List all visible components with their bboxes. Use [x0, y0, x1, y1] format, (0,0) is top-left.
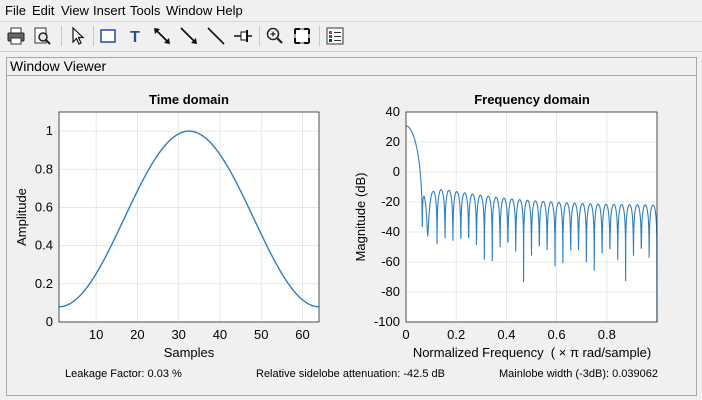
- zoom-in-icon: [266, 27, 283, 44]
- pointer-icon: [72, 26, 85, 45]
- menu-view[interactable]: View: [61, 3, 89, 18]
- menu-help[interactable]: Help: [216, 3, 243, 18]
- y-tick-label: 0.8: [35, 161, 53, 176]
- x-tick-label: 20: [130, 327, 144, 342]
- print-preview-icon: [34, 27, 51, 45]
- pin-icon: [234, 30, 252, 42]
- select-pointer-button[interactable]: [66, 25, 88, 47]
- print-button[interactable]: [5, 25, 27, 47]
- leakage-factor-text: Leakage Factor: 0.03 %: [65, 368, 182, 380]
- menu-edit[interactable]: Edit: [32, 3, 55, 18]
- x-tick-label: 60: [295, 327, 309, 342]
- menu-insert[interactable]: Insert: [93, 3, 126, 18]
- legend-icon: [326, 27, 344, 45]
- printer-icon: [7, 27, 25, 45]
- time-domain-series-line: [58, 130, 320, 308]
- full-view-icon: [294, 28, 310, 44]
- y-tick-label: 0.6: [35, 199, 53, 214]
- y-tick-label: 0.2: [35, 276, 53, 291]
- toolbar: T: [0, 22, 702, 52]
- print-preview-button[interactable]: [31, 25, 53, 47]
- x-tick-label: 50: [254, 327, 268, 342]
- legend-button[interactable]: [324, 25, 346, 47]
- time-domain-title: Time domain: [149, 92, 229, 107]
- y-tick-label: 0: [46, 314, 53, 329]
- menu-window[interactable]: Window: [166, 3, 213, 18]
- time-domain-xlabel: Samples: [164, 345, 215, 360]
- sidelobe-attenuation-text: Relative sidelobe attenuation: -42.5 dB: [256, 368, 445, 380]
- pin-button[interactable]: [232, 25, 254, 47]
- insert-text-button[interactable]: T: [124, 25, 146, 47]
- time-domain-axes-box: [58, 111, 320, 323]
- y-tick-label: 0.4: [35, 238, 53, 253]
- menu-bar: File Edit View Insert Tools Window Help: [0, 0, 702, 21]
- y-tick-label: 1: [46, 123, 53, 138]
- insert-line-button[interactable]: [205, 25, 227, 47]
- toolbar-separator: [319, 26, 320, 46]
- double-arrow-icon: [154, 28, 170, 44]
- text-icon: T: [130, 29, 140, 46]
- insert-rectangle-button[interactable]: [97, 25, 119, 47]
- x-tick-label: 40: [213, 327, 227, 342]
- panel-title: Window Viewer: [10, 58, 107, 74]
- menu-file[interactable]: File: [5, 3, 26, 18]
- insert-arrow-button[interactable]: [178, 25, 200, 47]
- line-icon: [207, 27, 225, 45]
- x-tick-label: 10: [89, 327, 103, 342]
- time-domain-ylabel: Amplitude: [14, 188, 29, 246]
- rectangle-icon: [100, 29, 116, 43]
- x-tick-label: 30: [171, 327, 185, 342]
- panel-title-divider: [7, 75, 696, 76]
- svg-text:T: T: [130, 29, 140, 46]
- menu-tools[interactable]: Tools: [130, 3, 161, 18]
- time-domain-axes: [59, 112, 319, 322]
- full-view-button[interactable]: [291, 25, 313, 47]
- arrow-icon: [180, 27, 197, 44]
- menu-separator: [0, 21, 702, 22]
- zoom-in-button[interactable]: [264, 25, 286, 47]
- mainlobe-width-text: Mainlobe width (-3dB): 0.039062: [499, 368, 658, 380]
- toolbar-separator: [61, 26, 62, 46]
- toolbar-separator: [93, 26, 94, 46]
- time-domain-ticks: 10 20 30 40 50 60 0 0.2 0.4 0.6 0.8 1: [35, 123, 310, 342]
- toolbar-separator: [259, 26, 260, 46]
- insert-double-arrow-button[interactable]: [151, 25, 173, 47]
